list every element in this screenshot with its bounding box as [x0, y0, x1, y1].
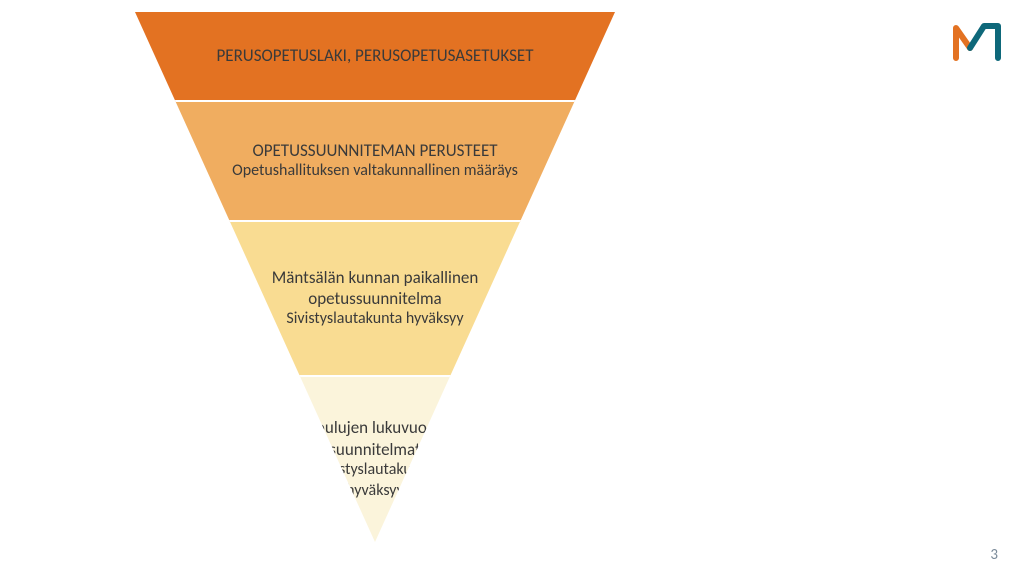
level-1-title: PERUSOPETUSLAKI, PERUSOPETUSASETUKSET	[216, 45, 533, 66]
level-4-subtitle: Sivistyslautakuntahyväksyy	[317, 460, 433, 502]
page-number: 3	[990, 546, 998, 564]
triangle-clip: PERUSOPETUSLAKI, PERUSOPETUSASETUKSET OP…	[135, 12, 615, 542]
pyramid-level-3: Mäntsälän kunnan paikallinenopetussuunni…	[135, 222, 615, 377]
logo-icon	[950, 16, 1004, 69]
pyramid-level-2: OPETUSSUUNNITEMAN PERUSTEET Opetushallit…	[135, 102, 615, 222]
level-2-title: OPETUSSUUNNITEMAN PERUSTEET	[252, 140, 497, 161]
pyramid-level-4: Koulujen lukuvuosi-suunnitelmat Sivistys…	[135, 377, 615, 542]
level-2-subtitle: Opetushallituksen valtakunnallinen määrä…	[232, 161, 518, 182]
pyramid-level-1: PERUSOPETUSLAKI, PERUSOPETUSASETUKSET	[135, 12, 615, 102]
inverted-triangle-diagram: PERUSOPETUSLAKI, PERUSOPETUSASETUKSET OP…	[135, 12, 615, 542]
level-3-title: Mäntsälän kunnan paikallinenopetussuunni…	[272, 267, 479, 310]
level-3-subtitle: Sivistyslautakunta hyväksyy	[286, 309, 463, 330]
level-4-title: Koulujen lukuvuosi-suunnitelmat	[307, 417, 442, 460]
